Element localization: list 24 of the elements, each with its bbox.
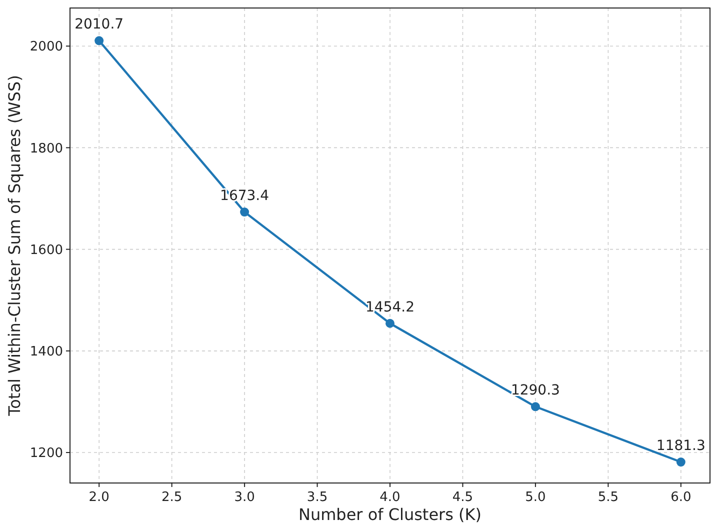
y-tick-label: 1600	[30, 242, 63, 258]
x-tick-label: 6.0	[670, 490, 692, 505]
x-tick-label: 2.5	[161, 490, 182, 505]
x-tick-label: 3.5	[306, 490, 328, 505]
data-label: 1290.3	[510, 382, 560, 399]
x-tick-label: 4.5	[452, 490, 474, 505]
point	[676, 458, 686, 467]
y-axis-title: Total Within-Cluster Sum of Squares (WSS)	[5, 75, 24, 417]
data-label: 1181.3	[656, 438, 706, 454]
y-tick-label: 1800	[30, 141, 63, 156]
y-tick-label: 1400	[30, 344, 63, 360]
point	[386, 318, 394, 328]
y-tick-label: 1200	[30, 446, 63, 462]
data-label: 2010.7	[74, 16, 124, 33]
point	[94, 36, 104, 46]
x-tick-label: 3.0	[234, 490, 255, 505]
x-tick-label: 2.0	[88, 490, 110, 505]
point	[240, 208, 250, 217]
y-tick-label: 2000	[30, 40, 63, 55]
point	[530, 402, 540, 412]
x-tick-label: 5.5	[598, 490, 619, 505]
x-tick-label: 4.0	[380, 490, 400, 505]
x-axis-title: Number of Clusters (K)	[298, 505, 482, 524]
x-tick-label: 5.0	[525, 490, 546, 505]
